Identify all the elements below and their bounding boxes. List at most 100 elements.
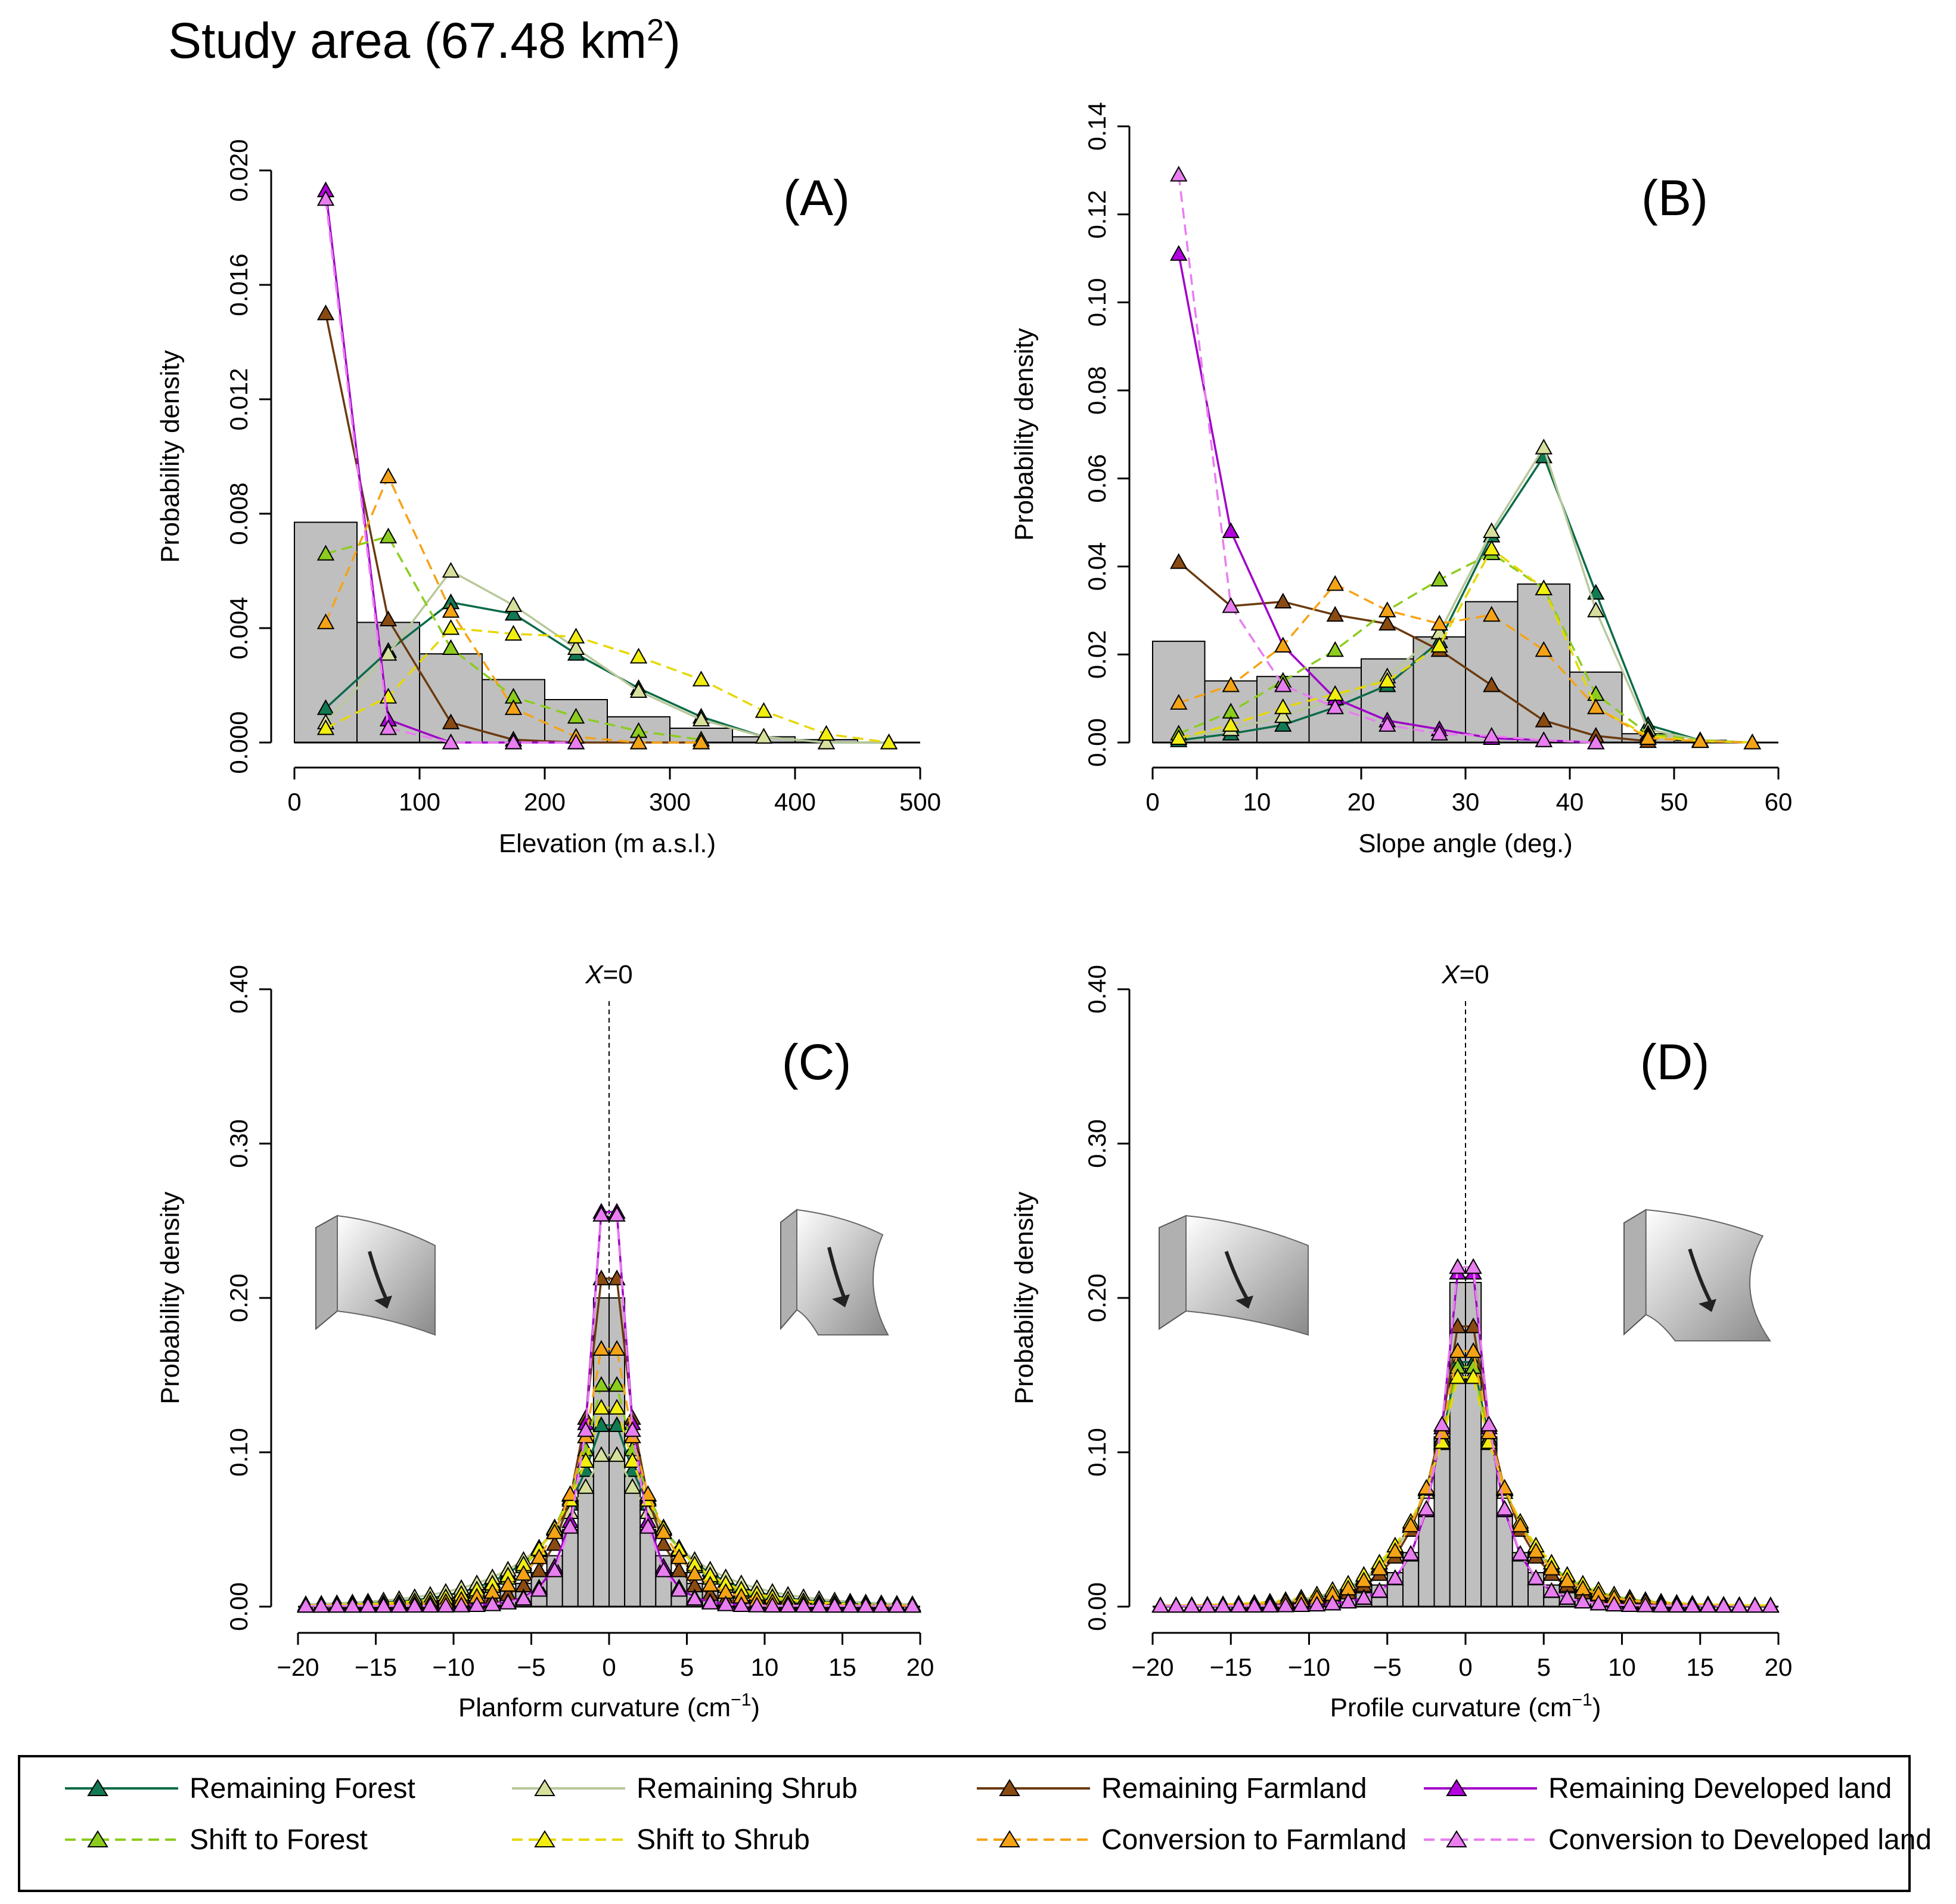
data-point — [421, 1596, 439, 1613]
x-tick-label: −15 — [355, 1653, 397, 1681]
data-point — [623, 1452, 641, 1468]
data-point — [1587, 601, 1605, 617]
legend-swatch-icon — [512, 1830, 625, 1847]
data-point — [1292, 1596, 1311, 1613]
y-tick-label: 0.10 — [1083, 278, 1111, 327]
data-point — [1639, 729, 1657, 746]
data-point — [468, 1596, 486, 1613]
data-point — [794, 1596, 812, 1613]
data-point — [442, 639, 460, 655]
series-line-remaining-forest — [1178, 454, 1753, 744]
data-point — [567, 707, 585, 724]
data-point — [545, 1561, 564, 1577]
reference-label: X=0 — [1441, 960, 1489, 989]
x-tick-label: 100 — [399, 788, 440, 816]
data-point — [748, 1596, 766, 1613]
legend-item-label: Shift to Shrub — [637, 1824, 810, 1856]
data-point — [629, 647, 648, 664]
legend-swatch-icon — [512, 1779, 625, 1796]
data-point — [1668, 1596, 1686, 1613]
data-point — [1170, 245, 1188, 261]
data-point — [530, 1580, 548, 1597]
legend-item-label: Remaining Shrub — [637, 1772, 858, 1804]
series-line-conversion-to-developed-land — [1160, 1266, 1771, 1607]
data-point — [654, 1523, 673, 1539]
data-point — [499, 1576, 517, 1592]
data-point — [297, 1596, 315, 1613]
chart-panel-a: 0.000 0.004 0.008 0.012 0.016 0.020 0 100 200 300… — [156, 139, 941, 858]
panel-label: (C) — [782, 1034, 852, 1090]
data-point — [1620, 1596, 1639, 1613]
data-point — [1339, 1592, 1357, 1608]
x-tick-label: 10 — [1243, 788, 1271, 816]
data-point — [817, 725, 836, 741]
x-axis-label-text: Planform curvature (cm — [458, 1693, 731, 1722]
y-tick-label: 0.004 — [225, 597, 253, 659]
data-point — [623, 1478, 641, 1494]
data-point — [1430, 570, 1448, 587]
data-point — [1430, 636, 1448, 653]
data-point — [504, 699, 523, 715]
y-tick-label: 0.14 — [1083, 102, 1111, 151]
data-point — [483, 1595, 501, 1611]
y-tick-label: 0.12 — [1083, 190, 1111, 239]
data-point — [1222, 716, 1240, 732]
data-point — [1199, 1596, 1216, 1613]
data-point — [1355, 1571, 1373, 1588]
data-point — [1587, 733, 1605, 750]
series-line-remaining-farmland — [1178, 561, 1648, 743]
data-point — [1378, 672, 1396, 688]
x-tick-label: −15 — [1210, 1653, 1252, 1681]
data-point — [608, 1206, 626, 1222]
data-point — [577, 1478, 595, 1494]
legend-item-label: Shift to Forest — [190, 1824, 368, 1856]
data-point — [442, 602, 460, 618]
data-point — [810, 1596, 828, 1613]
data-point — [545, 1523, 564, 1539]
panel-label: (B) — [1641, 170, 1708, 226]
data-point — [1535, 579, 1553, 595]
data-point — [545, 1535, 564, 1551]
data-point — [1746, 1596, 1764, 1613]
x-tick-label: 15 — [1686, 1653, 1714, 1681]
data-point — [379, 527, 398, 543]
data-point — [670, 1548, 688, 1564]
data-point — [629, 733, 648, 750]
planform-divergent-icon — [780, 1208, 889, 1335]
data-point — [1170, 166, 1188, 182]
data-point — [1430, 725, 1448, 741]
data-point — [670, 1561, 688, 1577]
data-point — [1480, 1415, 1498, 1431]
data-point — [406, 1596, 424, 1613]
data-point — [1326, 575, 1344, 591]
y-tick-label: 0.000 — [225, 711, 253, 774]
data-point — [1324, 1594, 1342, 1611]
data-point — [755, 728, 773, 744]
data-point — [1542, 1582, 1561, 1598]
data-point — [1535, 439, 1553, 455]
planform-convergent-icon — [315, 1215, 436, 1336]
data-point — [1378, 601, 1396, 617]
legend-item-remaining-farmland: Remaining Farmland — [974, 1771, 1367, 1806]
legend-swatch-icon — [1424, 1779, 1537, 1796]
data-point — [1542, 1560, 1561, 1576]
data-point — [316, 304, 335, 321]
x-axis-label: Slope angle (deg.) — [1358, 829, 1573, 858]
chart-panel-c: X=0 0.00 0.10 0.20 0.30 0.40 −20 −15 −10 −5 0 5 10 15… — [156, 960, 934, 1722]
data-point — [608, 1376, 626, 1392]
panel-label: (D) — [1640, 1034, 1710, 1090]
data-point — [442, 561, 460, 578]
x-tick-label: 10 — [1608, 1653, 1636, 1681]
data-point — [701, 1576, 719, 1592]
profile-convex-icon — [1159, 1215, 1309, 1336]
x-tick-label: 400 — [774, 788, 816, 816]
x-tick-label: −20 — [277, 1653, 319, 1681]
data-point — [654, 1561, 673, 1577]
data-point — [577, 1421, 595, 1437]
series-line-remaining-shrub — [1178, 445, 1753, 744]
legend-item-remaining-forest: Remaining Forest — [62, 1771, 415, 1806]
x-tick-label: −20 — [1131, 1653, 1173, 1681]
y-tick-label: 0.08 — [1083, 366, 1111, 415]
data-point — [1170, 694, 1188, 710]
